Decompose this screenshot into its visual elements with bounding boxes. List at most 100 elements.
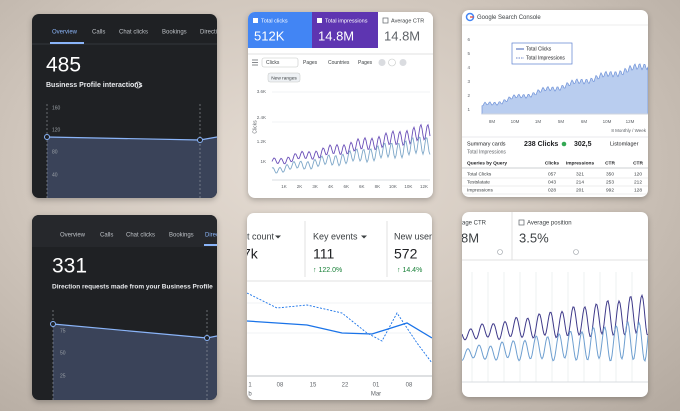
analytics-svg: t count Key events New users 7k 111 572 … bbox=[247, 221, 432, 398]
filter[interactable]: Pages bbox=[303, 60, 318, 66]
position-svg: age CTR 8M Average position 3.5% bbox=[462, 212, 648, 383]
tab[interactable]: Chat clicks bbox=[126, 233, 155, 239]
x-tick-label: 01 bbox=[373, 383, 380, 389]
tile-label: age CTR bbox=[462, 221, 487, 227]
table-cell: 120 bbox=[634, 171, 642, 177]
y-tick-label: 40 bbox=[52, 172, 58, 178]
dropdown[interactable] bbox=[361, 235, 367, 239]
y-tick-label: 50 bbox=[60, 350, 66, 356]
table-header: CTR bbox=[633, 160, 643, 166]
clicks-tile[interactable] bbox=[248, 12, 312, 48]
x-tick-label: 1K bbox=[281, 184, 287, 189]
area-fill bbox=[47, 137, 217, 198]
tab[interactable]: Calls bbox=[100, 233, 113, 239]
checkbox[interactable] bbox=[518, 219, 525, 226]
filter[interactable]: Pages bbox=[358, 60, 373, 66]
checkbox[interactable] bbox=[253, 18, 258, 23]
checkbox[interactable] bbox=[382, 17, 389, 24]
big-value: 485 bbox=[46, 54, 81, 77]
metric-value: 111 bbox=[313, 246, 334, 262]
checkbox[interactable] bbox=[317, 18, 322, 23]
x-tick-label: 4K bbox=[328, 184, 334, 189]
y-tick-label: 1 bbox=[467, 107, 470, 112]
profile-svg: 485 Business Profile interactions Overvi… bbox=[32, 30, 217, 198]
position-card: age CTR 8M Average position 3.5% bbox=[462, 212, 648, 397]
point bbox=[50, 321, 56, 327]
x-tick-label: 6K bbox=[343, 184, 349, 189]
tab[interactable]: Overview bbox=[60, 233, 86, 239]
tile-value: 14.8M bbox=[318, 28, 354, 43]
x-tick-label: 10K bbox=[389, 184, 397, 189]
x-tick-label: 10M bbox=[511, 119, 520, 124]
tile-label: Total impressions bbox=[325, 18, 368, 24]
x-tick-label: 6K bbox=[359, 184, 365, 189]
x-tick-label: 10K bbox=[404, 184, 412, 189]
icon-button[interactable] bbox=[399, 59, 407, 66]
point bbox=[204, 335, 210, 341]
x-tick-label: 08 bbox=[277, 383, 284, 389]
performance-svg: Total clicks Total impressions Average C… bbox=[248, 12, 433, 189]
tab[interactable]: Directi bbox=[200, 30, 217, 36]
tab[interactable]: Bookings bbox=[169, 233, 194, 239]
tile-value: 3.5% bbox=[519, 230, 549, 245]
grid bbox=[471, 272, 633, 382]
clicks-line bbox=[271, 123, 431, 165]
y-tick-label: 3 bbox=[467, 79, 470, 84]
x-tick-label: 3K bbox=[312, 184, 318, 189]
tab-bar bbox=[32, 215, 217, 247]
impressions-tile[interactable] bbox=[312, 12, 378, 48]
legend-box bbox=[511, 42, 573, 65]
help-icon[interactable] bbox=[573, 249, 579, 255]
x-tick-label: 1 bbox=[248, 383, 252, 389]
tile-value: 8M bbox=[462, 230, 479, 245]
icon-button[interactable] bbox=[378, 59, 386, 66]
x-tick-label: 12K bbox=[420, 184, 428, 189]
filter-box[interactable] bbox=[261, 57, 299, 68]
table-cell: Total Clicks bbox=[467, 171, 492, 177]
info-icon[interactable] bbox=[134, 81, 142, 89]
metric-value: 7k bbox=[247, 246, 259, 262]
y-title: Clicks bbox=[252, 120, 258, 134]
clicks-area bbox=[481, 63, 648, 115]
table-header: Impressions bbox=[566, 160, 595, 166]
tab[interactable]: Overview bbox=[52, 30, 78, 36]
y-tick-label: 25 bbox=[60, 373, 66, 379]
dropdown[interactable] bbox=[275, 235, 281, 239]
metric-label: Key events bbox=[313, 231, 358, 241]
y-tick-label: 75 bbox=[60, 328, 66, 334]
x-tick-label: 10M bbox=[603, 119, 612, 124]
menu-icon[interactable] bbox=[252, 59, 258, 66]
x-tick-label: 8M bbox=[489, 119, 496, 124]
tab[interactable]: Chat clicks bbox=[119, 30, 148, 36]
big-value: 331 bbox=[52, 255, 87, 278]
status-dot bbox=[561, 141, 567, 147]
tab[interactable]: Bookings bbox=[162, 30, 187, 36]
month-label: b bbox=[248, 392, 252, 398]
table-header: Queries by Query bbox=[467, 160, 507, 166]
icon-button[interactable] bbox=[388, 58, 396, 67]
analytics-card: t count Key events New users 7k 111 572 … bbox=[247, 213, 432, 400]
x-tick-label: 8K bbox=[375, 184, 381, 189]
tab[interactable]: Directi bbox=[205, 233, 217, 239]
y-tick-label: 1.2K bbox=[257, 139, 266, 144]
previous-line bbox=[247, 292, 432, 364]
filter[interactable]: Countries bbox=[328, 60, 350, 66]
console-card: Google Search Console Total Clicks Total… bbox=[462, 10, 648, 197]
x-tick-label: 08 bbox=[406, 383, 413, 389]
console-title: Google Search Console bbox=[477, 15, 541, 21]
table-cell: 253 bbox=[606, 179, 614, 185]
y-tick-label: 2 bbox=[467, 93, 470, 98]
direction-svg: 331 Direction requests made from your Bu… bbox=[32, 215, 217, 400]
y-tick-label: 3.6K bbox=[257, 89, 266, 94]
tile-value: 512K bbox=[254, 28, 285, 43]
filter[interactable]: Clicks bbox=[266, 60, 280, 66]
badge-box[interactable] bbox=[267, 72, 301, 83]
impressions-line bbox=[462, 321, 648, 363]
tile-label: Average position bbox=[527, 221, 572, 227]
help-icon[interactable] bbox=[497, 249, 503, 255]
tab[interactable]: Calls bbox=[92, 30, 105, 36]
y-tick-label: 160 bbox=[52, 105, 61, 111]
metric-change: ↑ 14.4% bbox=[397, 267, 422, 274]
summary-total: 302,5 bbox=[574, 141, 592, 148]
